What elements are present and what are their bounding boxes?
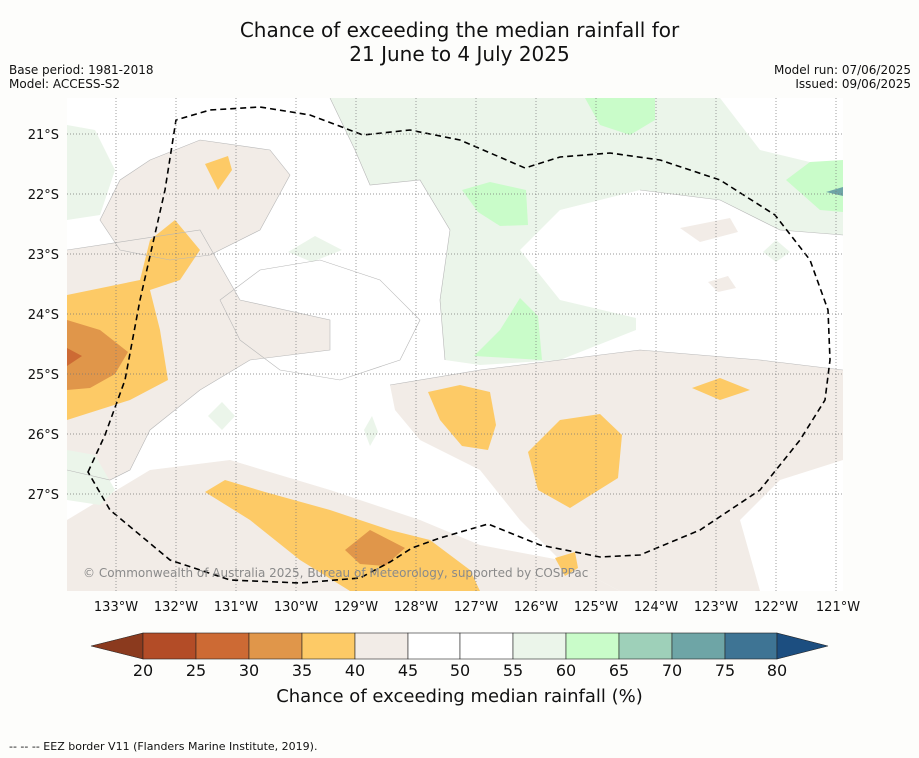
colorbar-tick-label: 60 bbox=[556, 661, 576, 680]
gridlines bbox=[67, 98, 843, 591]
x-tick-label: 125°W bbox=[574, 600, 618, 615]
y-tick-label: 22°S bbox=[28, 188, 59, 203]
x-tick-label: 121°W bbox=[816, 600, 860, 615]
colorbar-bin bbox=[671, 632, 726, 660]
region-45-east bbox=[680, 218, 738, 242]
region-60-small-b bbox=[208, 402, 235, 430]
colorbar-tick-label: 65 bbox=[609, 661, 629, 680]
y-tick-label: 27°S bbox=[28, 488, 59, 503]
colorbar bbox=[90, 632, 829, 660]
colorbar-ticks: 20 25 30 35 40 45 50 55 60 65 70 75 80 bbox=[133, 661, 787, 680]
y-axis-labels: 21°S 22°S 23°S 24°S 25°S 26°S 27°S bbox=[28, 128, 59, 503]
region-40-center-b bbox=[528, 414, 622, 508]
colorbar-tick-label: 30 bbox=[239, 661, 259, 680]
colorbar-bin bbox=[301, 632, 356, 660]
colorbar-low-arrow bbox=[90, 632, 144, 660]
map-title: Chance of exceeding the median rainfall … bbox=[0, 18, 919, 66]
region-65-north bbox=[585, 98, 655, 135]
region-65-east bbox=[786, 160, 843, 212]
y-tick-label: 24°S bbox=[28, 308, 59, 323]
region-40-south-b bbox=[555, 552, 578, 576]
meta-right: Model run: 07/06/2025 Issued: 09/06/2025 bbox=[774, 63, 911, 91]
colorbar-tick-label: 55 bbox=[503, 661, 523, 680]
colorbar-bin bbox=[512, 632, 567, 660]
x-tick-label: 123°W bbox=[694, 600, 738, 615]
colorbar-bin bbox=[459, 632, 514, 660]
colorbar-tick-label: 50 bbox=[450, 661, 470, 680]
region-30-west bbox=[67, 348, 82, 366]
region-35-south bbox=[345, 530, 405, 566]
colorbar-bin bbox=[142, 632, 197, 660]
model-run: Model run: 07/06/2025 bbox=[773, 63, 911, 77]
x-tick-label: 122°W bbox=[754, 600, 798, 615]
colorbar-bin bbox=[407, 632, 461, 660]
colorbar-bin bbox=[724, 632, 778, 660]
x-tick-label: 126°W bbox=[514, 600, 558, 615]
x-axis-labels: 133°W 132°W 131°W 130°W 129°W 128°W 127°… bbox=[94, 600, 860, 615]
x-tick-label: 133°W bbox=[94, 600, 138, 615]
colorbar-bin bbox=[354, 632, 409, 660]
x-tick-label: 130°W bbox=[274, 600, 318, 615]
x-tick-label: 129°W bbox=[334, 600, 378, 615]
colorbar-tick-label: 25 bbox=[186, 661, 206, 680]
y-tick-label: 26°S bbox=[28, 428, 59, 443]
colorbar-tick-label: 40 bbox=[345, 661, 365, 680]
region-60-west bbox=[67, 125, 115, 220]
region-40-center-a bbox=[428, 385, 496, 450]
region-60-north bbox=[330, 98, 843, 365]
colorbar-high-arrow bbox=[776, 632, 829, 660]
model-name: Model: ACCESS-S2 bbox=[9, 77, 121, 91]
eez-footer-note: -- -- -- EEZ border V11 (Flanders Marine… bbox=[9, 740, 318, 753]
title-line-1: Chance of exceeding the median rainfall … bbox=[239, 18, 680, 42]
x-tick-label: 124°W bbox=[634, 600, 678, 615]
region-65-south bbox=[474, 298, 542, 360]
x-tick-label: 132°W bbox=[154, 600, 198, 615]
region-60-sw bbox=[67, 450, 115, 505]
y-tick-label: 21°S bbox=[28, 128, 59, 143]
region-65-mid bbox=[462, 182, 528, 226]
x-tick-label: 131°W bbox=[214, 600, 258, 615]
colorbar-bin bbox=[618, 632, 673, 660]
colorbar-tick-label: 20 bbox=[133, 661, 153, 680]
colorbar-tick-label: 75 bbox=[715, 661, 735, 680]
contour-lines bbox=[67, 98, 843, 481]
y-tick-label: 25°S bbox=[28, 368, 59, 383]
region-60-small-a bbox=[288, 236, 342, 262]
colorbar-tick-label: 80 bbox=[767, 661, 787, 680]
x-tick-label: 127°W bbox=[454, 600, 498, 615]
map-plot-area: © Commonwealth of Australia 2025, Bureau… bbox=[67, 98, 843, 591]
colorbar-tick-label: 70 bbox=[662, 661, 682, 680]
meta-left: Base period: 1981-2018 Model: ACCESS-S2 bbox=[9, 63, 154, 91]
colorbar-bin bbox=[565, 632, 620, 660]
region-40-east bbox=[692, 378, 750, 400]
x-tick-label: 128°W bbox=[394, 600, 438, 615]
colorbar-bin bbox=[248, 632, 303, 660]
region-45-east-small bbox=[708, 276, 736, 292]
issued-date: Issued: 09/06/2025 bbox=[795, 77, 911, 91]
base-period: Base period: 1981-2018 bbox=[9, 63, 154, 77]
copyright-text: © Commonwealth of Australia 2025, Bureau… bbox=[83, 566, 588, 580]
region-40-small-north bbox=[205, 156, 232, 190]
region-35-west bbox=[67, 320, 128, 390]
region-60-small-c bbox=[364, 416, 378, 446]
colorbar-tick-label: 35 bbox=[292, 661, 312, 680]
region-40-south bbox=[205, 480, 480, 591]
eez-border bbox=[87, 106, 831, 584]
y-tick-label: 23°S bbox=[28, 248, 59, 263]
region-45-north bbox=[100, 140, 290, 260]
region-60-small-d bbox=[763, 240, 790, 262]
colorbar-bin bbox=[195, 632, 250, 660]
colorbar-tick-label: 45 bbox=[398, 661, 418, 680]
title-line-2: 21 June to 4 July 2025 bbox=[349, 42, 570, 66]
colorbar-label: Chance of exceeding median rainfall (%) bbox=[276, 686, 643, 707]
